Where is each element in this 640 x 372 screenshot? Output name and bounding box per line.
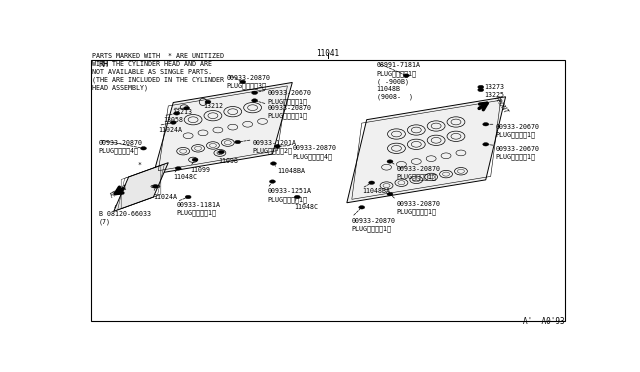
Circle shape <box>170 121 176 124</box>
Text: 00933-20670
PLUGプラグ（1）: 00933-20670 PLUGプラグ（1） <box>495 146 540 160</box>
Circle shape <box>369 181 374 185</box>
Text: NOT AVAILABLE AS SINGLE PARTS.: NOT AVAILABLE AS SINGLE PARTS. <box>92 69 212 75</box>
Circle shape <box>387 192 393 196</box>
Circle shape <box>269 180 275 183</box>
Text: 00933-20870
PLUGプラグ（1）: 00933-20870 PLUGプラグ（1） <box>396 166 440 180</box>
Text: 11048BA: 11048BA <box>362 189 390 195</box>
Circle shape <box>185 195 191 199</box>
Circle shape <box>184 106 189 110</box>
Circle shape <box>141 147 147 150</box>
Circle shape <box>478 88 484 92</box>
Polygon shape <box>154 83 292 174</box>
Circle shape <box>152 185 158 188</box>
Text: *: * <box>137 162 141 168</box>
Circle shape <box>359 206 365 209</box>
Text: (THE ARE INCLUDED IN THE CYLINDER: (THE ARE INCLUDED IN THE CYLINDER <box>92 77 225 83</box>
Circle shape <box>271 162 276 165</box>
Text: PARTS MARKED WITH  * ARE UNITIZED: PARTS MARKED WITH * ARE UNITIZED <box>92 53 225 59</box>
Text: 13058: 13058 <box>163 117 183 123</box>
Circle shape <box>192 158 198 161</box>
Text: FRONT: FRONT <box>109 184 130 199</box>
Text: 00933-20870
PLUGプラグ（1）: 00933-20870 PLUGプラグ（1） <box>396 201 440 215</box>
Circle shape <box>478 85 484 89</box>
Text: B 08120-66033
(7): B 08120-66033 (7) <box>99 211 151 225</box>
Circle shape <box>483 122 489 126</box>
Circle shape <box>252 91 257 94</box>
Circle shape <box>173 112 180 115</box>
Circle shape <box>403 74 410 77</box>
Circle shape <box>218 150 225 154</box>
Text: 00933-20670
PLUGプラグ（1）: 00933-20670 PLUGプラグ（1） <box>268 90 312 105</box>
Circle shape <box>217 151 223 155</box>
Text: 13225: 13225 <box>484 92 504 98</box>
Text: 13273: 13273 <box>484 84 504 90</box>
Text: 13213: 13213 <box>172 109 192 115</box>
Circle shape <box>387 160 393 163</box>
Circle shape <box>240 80 246 84</box>
Polygon shape <box>347 97 506 203</box>
Text: 11041: 11041 <box>316 49 340 58</box>
Text: 00933-1181A
PLUGプラグ（1）: 00933-1181A PLUGプラグ（1） <box>177 202 221 216</box>
Polygon shape <box>114 163 168 211</box>
Text: 00933-20870
PLUGプラグ（1）: 00933-20870 PLUGプラグ（1） <box>352 218 396 232</box>
Text: 00933-20670
PLUGプラグ（1）: 00933-20670 PLUGプラグ（1） <box>495 124 540 138</box>
Text: 11048C: 11048C <box>294 203 318 209</box>
Circle shape <box>175 167 181 170</box>
Text: 11024A: 11024A <box>158 127 182 133</box>
Text: 00933-20870
PLUGプラグ（1）: 00933-20870 PLUGプラグ（1） <box>268 105 312 119</box>
Text: 11098: 11098 <box>218 158 238 164</box>
Text: 11048BA: 11048BA <box>277 169 305 174</box>
Text: 00933-1201A
PLUGプラグ（2）: 00933-1201A PLUGプラグ（2） <box>253 140 296 154</box>
Text: A'  A0'93: A' A0'93 <box>524 317 565 326</box>
Text: 00933-20870
PLUGプラグ（4）: 00933-20870 PLUGプラグ（4） <box>292 145 336 160</box>
Circle shape <box>294 195 300 199</box>
Text: WITH THE CYLINDER HEAD AND ARE: WITH THE CYLINDER HEAD AND ARE <box>92 61 212 67</box>
Circle shape <box>275 145 280 148</box>
Text: HEAD ASSEMBLY): HEAD ASSEMBLY) <box>92 85 148 91</box>
Text: 13212: 13212 <box>203 103 223 109</box>
Text: 08991-7181A
PLUGプラグ（1）
( -900B)
11048B
(9008-  ): 08991-7181A PLUGプラグ（1） ( -900B) 11048B (… <box>376 62 420 100</box>
Circle shape <box>235 140 241 144</box>
Text: 11099: 11099 <box>190 167 210 173</box>
Circle shape <box>205 100 211 104</box>
Circle shape <box>252 99 257 102</box>
Text: 00933-1251A
PLUGプラグ（1）: 00933-1251A PLUGプラグ（1） <box>268 189 312 202</box>
Text: 11048C: 11048C <box>173 174 197 180</box>
Circle shape <box>483 142 489 146</box>
Text: RH: RH <box>99 60 109 70</box>
Text: 00933-20870
PLUGプラグ（3）: 00933-20870 PLUGプラグ（3） <box>227 75 270 89</box>
Text: 11024A: 11024A <box>154 194 177 200</box>
Text: 00933-20870
PLUGプラグ（4）: 00933-20870 PLUGプラグ（4） <box>99 140 143 154</box>
Text: FRONT: FRONT <box>492 96 509 115</box>
